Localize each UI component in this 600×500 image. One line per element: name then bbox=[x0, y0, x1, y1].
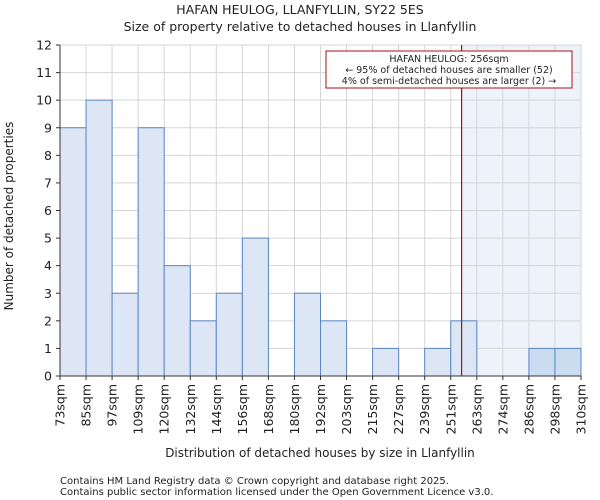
x-tick-label-263sqm: 263sqm bbox=[469, 384, 484, 434]
bar-215sqm bbox=[372, 347, 400, 377]
x-tick-label-109sqm: 109sqm bbox=[131, 384, 146, 434]
y-tick-label-0: 0 bbox=[44, 369, 52, 384]
bar-156sqm bbox=[241, 237, 269, 377]
y-tick-label-3: 3 bbox=[44, 286, 52, 301]
bar-73sqm bbox=[59, 127, 87, 377]
x-tick-label-73sqm: 73sqm bbox=[53, 384, 68, 427]
x-tick-label-192sqm: 192sqm bbox=[313, 384, 328, 434]
y-tick-label-1: 1 bbox=[44, 341, 52, 356]
x-tick-label-286sqm: 286sqm bbox=[521, 384, 536, 434]
bar-97sqm bbox=[111, 292, 139, 377]
x-tick-label-97sqm: 97sqm bbox=[105, 384, 120, 427]
x-tick-label-298sqm: 298sqm bbox=[547, 384, 562, 434]
bar-251sqm bbox=[450, 320, 478, 377]
bar-286sqm bbox=[528, 347, 556, 377]
x-tick-label-310sqm: 310sqm bbox=[574, 384, 589, 434]
y-tick-label-8: 8 bbox=[44, 148, 52, 163]
y-tick-label-7: 7 bbox=[44, 175, 52, 190]
y-tick-label-4: 4 bbox=[44, 258, 52, 273]
footer-line-2: Contains public sector information licen… bbox=[60, 487, 493, 498]
bar-180sqm bbox=[293, 292, 322, 377]
annotation-line-3: 4% of semi-detached houses are larger (2… bbox=[342, 76, 556, 87]
x-axis-label: Distribution of detached houses by size … bbox=[165, 446, 475, 460]
y-tick-label-9: 9 bbox=[44, 120, 52, 135]
bar-144sqm bbox=[215, 292, 243, 377]
y-axis-label: Number of detached properties bbox=[2, 122, 16, 311]
footer-line-1: Contains HM Land Registry data © Crown c… bbox=[60, 476, 449, 487]
x-tick-label-85sqm: 85sqm bbox=[79, 384, 94, 427]
x-tick-label-168sqm: 168sqm bbox=[261, 384, 276, 434]
bar-132sqm bbox=[189, 320, 217, 377]
x-tick-label-251sqm: 251sqm bbox=[443, 384, 458, 434]
x-tick-label-156sqm: 156sqm bbox=[235, 384, 250, 434]
y-tick-label-12: 12 bbox=[36, 38, 52, 53]
x-tick-label-215sqm: 215sqm bbox=[365, 384, 380, 434]
y-tick-label-2: 2 bbox=[44, 313, 52, 328]
chart-subtitle: Size of property relative to detached ho… bbox=[124, 19, 477, 34]
annotation-line-2: ← 95% of detached houses are smaller (52… bbox=[345, 65, 552, 76]
x-tick-label-239sqm: 239sqm bbox=[417, 384, 432, 434]
bar-192sqm bbox=[320, 320, 348, 377]
x-tick-label-180sqm: 180sqm bbox=[287, 384, 302, 434]
x-tick-label-120sqm: 120sqm bbox=[157, 384, 172, 434]
bar-109sqm bbox=[137, 127, 165, 377]
annotation-line-1: HAFAN HEULOG: 256sqm bbox=[389, 54, 508, 65]
x-tick-label-144sqm: 144sqm bbox=[209, 384, 224, 434]
bar-239sqm bbox=[424, 347, 452, 377]
x-tick-label-132sqm: 132sqm bbox=[183, 384, 198, 434]
bar-298sqm bbox=[554, 347, 582, 377]
chart-title: HAFAN HEULOG, LLANFYLLIN, SY22 5ES bbox=[176, 2, 423, 17]
x-tick-label-274sqm: 274sqm bbox=[495, 384, 510, 434]
y-tick-label-5: 5 bbox=[44, 231, 52, 246]
annotation-box bbox=[325, 50, 573, 89]
bar-120sqm bbox=[163, 265, 191, 377]
y-tick-label-11: 11 bbox=[36, 65, 52, 80]
bar-85sqm bbox=[85, 99, 113, 377]
y-tick-label-10: 10 bbox=[36, 93, 52, 108]
x-tick-label-227sqm: 227sqm bbox=[391, 384, 406, 434]
x-tick-label-203sqm: 203sqm bbox=[339, 384, 354, 434]
y-tick-label-6: 6 bbox=[44, 203, 52, 218]
